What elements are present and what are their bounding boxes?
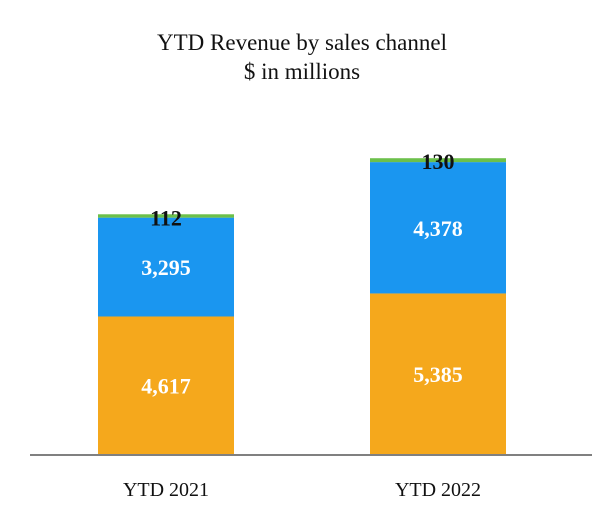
chart-title: YTD Revenue by sales channel	[157, 30, 447, 55]
data-label-2-2: 4,378	[413, 216, 463, 241]
x-tick-labels-group: YTD 2021 YTD 2022	[123, 479, 481, 501]
bar-segment-1-2	[370, 293, 506, 455]
data-label-2-1: 3,295	[141, 255, 191, 280]
bar-segment-2-2	[370, 162, 506, 294]
chart-subtitle: $ in millions	[244, 59, 360, 84]
x-tick-label-2: YTD 2022	[395, 479, 481, 501]
data-label-3-1: 112	[150, 205, 182, 230]
bar-segment-3-1	[98, 214, 234, 218]
data-label-3-2: 130	[422, 149, 455, 174]
bar-segment-3-2	[370, 158, 506, 163]
bar-segment-1-1	[98, 316, 234, 455]
bar-segment-2-1	[98, 217, 234, 317]
data-labels-group: 4,617 3,295 112 5,385 4,378 130	[141, 149, 463, 399]
bars-group	[98, 158, 506, 455]
x-tick-label-1: YTD 2021	[123, 479, 209, 501]
data-label-1-1: 4,617	[141, 374, 191, 399]
data-label-1-2: 5,385	[413, 362, 463, 387]
